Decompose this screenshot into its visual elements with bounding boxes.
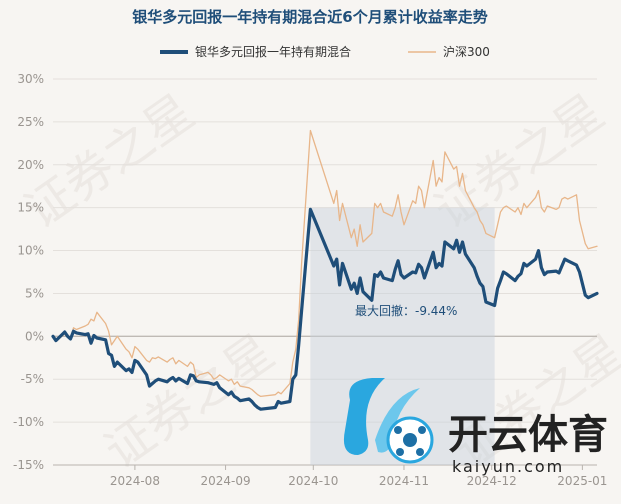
x-tick-label: 2024-12: [467, 474, 517, 488]
y-tick-label: 5%: [25, 286, 44, 300]
y-axis-ticks: 30% 25% 20% 15% 10% 5% 0% -5% -10% -15%: [13, 72, 44, 472]
x-tick-label: 2025-01: [557, 474, 607, 488]
series-line-index: [52, 129, 598, 398]
series-line-fund: [51, 207, 599, 411]
y-tick-label: 15%: [17, 201, 44, 215]
series-lines: [51, 129, 599, 411]
y-tick-label: 30%: [17, 72, 44, 86]
x-tick-label: 2024-11: [379, 474, 429, 488]
brand-logo-icon: [343, 378, 434, 464]
legend: 银华多元回报一年持有期混合 沪深300: [160, 44, 490, 59]
y-tick-label: -15%: [13, 458, 44, 472]
x-tick-label: 2024-09: [200, 474, 250, 488]
y-tick-label: 10%: [17, 244, 44, 258]
x-tick-label: 2024-10: [288, 474, 338, 488]
x-axis-ticks: 2024-08 2024-09 2024-10 2024-11 2024-12 2025-…: [110, 465, 607, 488]
legend-label-fund: 银华多元回报一年持有期混合: [195, 44, 351, 59]
y-tick-label: -5%: [21, 372, 44, 386]
y-tick-label: 25%: [17, 115, 44, 129]
x-tick-label: 2024-08: [110, 474, 160, 488]
legend-label-index: 沪深300: [443, 45, 490, 59]
chart-title: 银华多元回报一年持有期混合近6个月累计收益率走势: [132, 8, 487, 26]
y-tick-label: 0%: [25, 329, 44, 343]
y-tick-label: -10%: [13, 415, 44, 429]
brand-name: 开云体育: [448, 412, 608, 458]
brand-watermark: 开云体育 kaiyun.com: [343, 378, 608, 476]
max-drawdown-annotation: 最大回撤：-9.44%: [355, 303, 457, 318]
brand-url: kaiyun.com: [452, 457, 564, 476]
y-tick-label: 20%: [17, 158, 44, 172]
grid: [53, 78, 597, 466]
watermark-text-3: 证券之星: [95, 324, 284, 480]
